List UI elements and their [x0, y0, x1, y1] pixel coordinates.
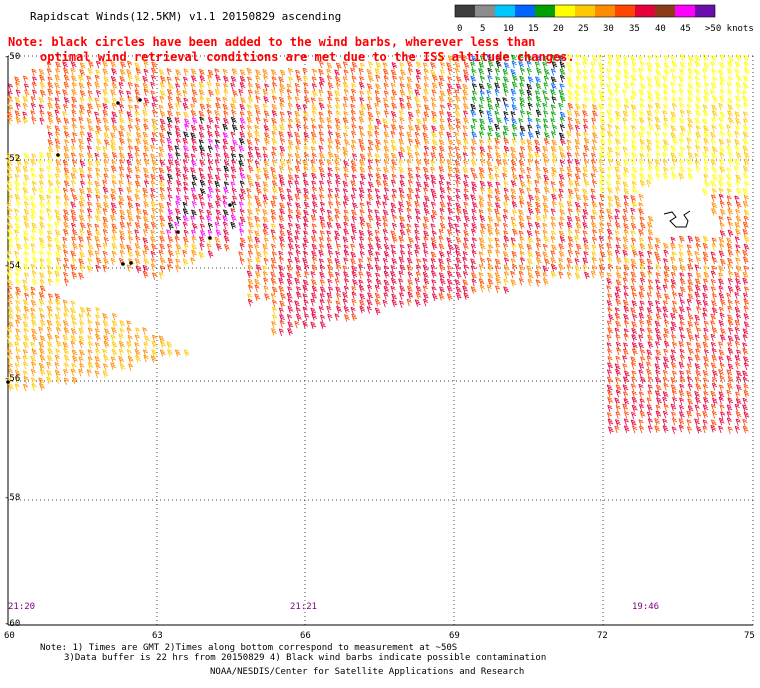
color-scale-label: 15 — [528, 24, 539, 34]
contamination-marker — [176, 230, 180, 234]
lat-label-56: -56 — [4, 374, 21, 384]
color-scale-swatch — [495, 5, 515, 17]
note-line-1: Note: black circles have been added to t… — [8, 35, 536, 49]
contamination-marker — [116, 101, 120, 105]
note-line-2: optimal wind retrieval conditions are me… — [40, 50, 575, 64]
footer-note-1: Note: 1) Times are GMT 2)Times along bot… — [40, 643, 458, 653]
contamination-marker — [121, 262, 125, 266]
footer-note-2: 3)Data buffer is 22 hrs from 20150829 4)… — [64, 653, 547, 663]
lon-label-63: 63 — [152, 631, 163, 641]
contamination-marker — [228, 203, 232, 207]
color-scale-swatch — [595, 5, 615, 17]
pass-time-left: 21:20 — [8, 602, 36, 612]
lat-label-50: -50 — [4, 52, 21, 62]
color-scale-swatch — [475, 5, 495, 17]
pass-time-right: 19:46 — [632, 602, 660, 612]
color-scale-swatch — [555, 5, 575, 17]
color-scale-swatch — [615, 5, 635, 17]
color-scale-swatch — [535, 5, 555, 17]
lat-label-60: -60 — [4, 619, 21, 629]
contamination-marker — [129, 261, 133, 265]
contamination-marker — [138, 98, 142, 102]
lon-label-75: 75 — [744, 631, 755, 641]
color-scale-swatch — [455, 5, 475, 17]
color-scale-label: 5 — [480, 24, 485, 34]
color-scale-swatch — [675, 5, 695, 17]
contamination-marker — [6, 380, 10, 384]
island-coastline — [663, 210, 691, 228]
wind-barbs — [6, 53, 750, 435]
lon-label-69: 69 — [449, 631, 460, 641]
color-scale-label: 25 — [578, 24, 589, 34]
lon-label-72: 72 — [597, 631, 608, 641]
color-scale-label: 30 — [603, 24, 614, 34]
color-scale-swatch — [635, 5, 655, 17]
color-scale-label: 40 — [655, 24, 666, 34]
color-scale-label: 0 — [457, 24, 462, 34]
color-scale-label: 35 — [629, 24, 640, 34]
lon-label-66: 66 — [300, 631, 311, 641]
wind-speed-color-scale: 0 5 10 15 20 25 30 35 40 45 >50 knots — [454, 4, 754, 34]
color-scale-swatch — [515, 5, 535, 17]
color-scale-label: 10 — [503, 24, 514, 34]
color-scale-label: >50 knots — [705, 24, 754, 34]
lat-label-52: -52 — [4, 154, 21, 164]
contamination-marker — [56, 153, 60, 157]
color-scale-swatch — [575, 5, 595, 17]
color-scale-swatch — [655, 5, 675, 17]
color-scale-label: 20 — [553, 24, 564, 34]
lat-label-58: -58 — [4, 493, 21, 503]
color-scale-label: 45 — [680, 24, 691, 34]
contamination-marker — [208, 236, 212, 240]
lat-label-54: -54 — [4, 261, 21, 271]
lon-label-60: 60 — [4, 631, 15, 641]
map-title: Rapidscat Winds(12.5KM) v1.1 20150829 as… — [30, 10, 342, 23]
pass-time-mid: 21:21 — [290, 602, 318, 612]
color-scale-swatch — [695, 5, 715, 17]
footer-credit: NOAA/NESDIS/Center for Satellite Applica… — [210, 667, 525, 677]
